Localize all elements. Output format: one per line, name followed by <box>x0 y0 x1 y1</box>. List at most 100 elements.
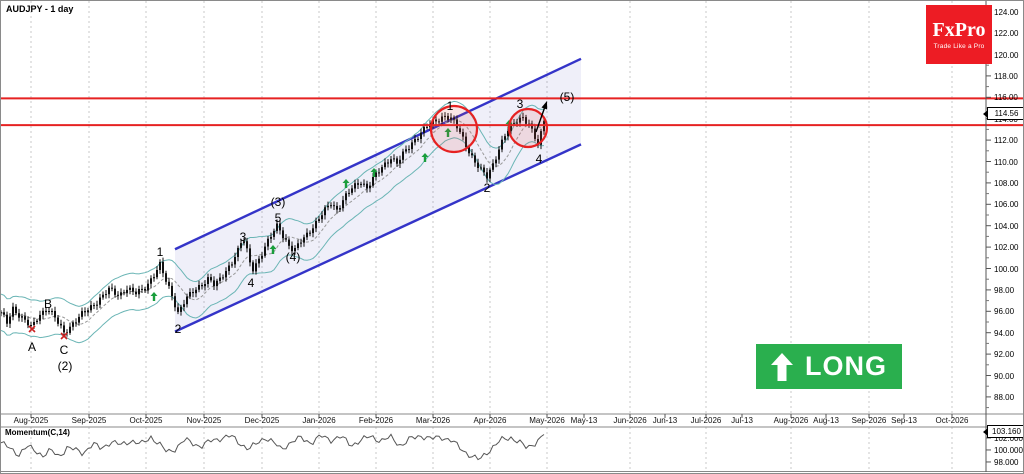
candlestick-bar <box>438 118 440 125</box>
candlestick-bar <box>255 259 257 275</box>
candlestick-bar <box>99 293 101 309</box>
candlestick-bar <box>87 307 89 317</box>
candlestick-bar <box>60 319 62 329</box>
candlestick-bar <box>138 285 140 299</box>
candlestick-bar <box>411 139 413 154</box>
wave-label: 2 <box>483 181 491 195</box>
candlestick-bar <box>243 237 245 246</box>
wave-label: B <box>43 297 53 311</box>
time-axis-label: May-2026 <box>529 416 565 425</box>
buy-arrow-icon <box>444 128 452 137</box>
wave-label: C <box>59 343 69 357</box>
candlestick-bar <box>414 134 416 146</box>
sell-cross-icon <box>60 332 68 340</box>
candlestick-bar <box>231 261 233 268</box>
wave-label: (3) <box>270 195 286 209</box>
momentum-current-value-tag: 103.160 <box>983 425 1023 438</box>
candlestick-bar <box>249 244 251 267</box>
candlestick-bar <box>117 291 119 300</box>
candlestick-bar <box>492 159 494 172</box>
time-axis-label: May-13 <box>570 416 598 425</box>
candlestick-bar <box>477 158 479 172</box>
candlestick-bar <box>420 128 422 144</box>
candlestick-bar <box>498 146 500 164</box>
candlestick-bar <box>399 155 401 168</box>
candlestick-bar <box>150 275 152 288</box>
candlestick-bar <box>195 287 197 298</box>
candlestick-bar <box>327 201 329 211</box>
candlestick-bar <box>207 273 209 288</box>
channel-lower-line <box>174 143 582 333</box>
price-axis-label: 112.00 <box>994 136 1018 146</box>
long-signal-label: LONG <box>805 351 887 381</box>
candlestick-bar <box>330 202 332 209</box>
candlestick-bar <box>111 283 113 292</box>
time-axis-label: Mar-2026 <box>415 416 451 425</box>
candlestick-bar <box>336 202 338 214</box>
candlestick-bar <box>345 191 347 205</box>
momentum-current-value: 103.160 <box>992 427 1021 436</box>
price-axis-label: 96.00 <box>994 307 1015 317</box>
wave-label: 2 <box>174 322 182 336</box>
candlestick-bar <box>102 291 104 300</box>
candlestick-bar <box>405 145 407 154</box>
candlestick-bar <box>321 211 323 223</box>
candlestick-bar <box>147 279 149 294</box>
fxpro-logo: FxPro Trade Like a Pro <box>926 5 992 64</box>
candlestick-bar <box>51 308 53 316</box>
candlestick-bar <box>120 288 122 300</box>
candlestick-bar <box>264 242 266 258</box>
candlestick-bar <box>6 311 8 327</box>
current-price-value: 114.56 <box>994 109 1019 118</box>
buy-arrow-icon <box>370 168 378 177</box>
candlestick-bar <box>300 238 302 248</box>
candlestick-bar <box>291 241 293 256</box>
candlestick-bar <box>12 302 14 321</box>
candlestick-bar <box>57 315 59 327</box>
candlestick-bar <box>540 128 542 150</box>
candlestick-bar <box>306 228 308 241</box>
candlestick-bar <box>408 145 410 154</box>
trend-channel-fill <box>175 58 581 332</box>
time-axis-label: Jul-2026 <box>690 416 722 425</box>
candlestick-bar <box>387 159 389 168</box>
candlestick-bar <box>240 239 242 252</box>
candlestick-bar <box>276 219 278 234</box>
price-axis-label: 100.00 <box>994 264 1019 274</box>
candlestick-bar <box>72 320 74 331</box>
candlestick-bar <box>285 234 287 242</box>
candlestick-bar <box>534 125 536 142</box>
candlestick-bar <box>39 310 41 325</box>
candlestick-bar <box>384 158 386 170</box>
wave-label: 1 <box>446 99 454 113</box>
candlestick-bar <box>315 217 317 233</box>
candlestick-bar <box>462 128 464 141</box>
wave-label: 1 <box>156 245 164 259</box>
candlestick-bar <box>318 215 320 223</box>
candlestick-bar <box>312 224 314 238</box>
candlestick-bar <box>273 228 275 240</box>
breakout-arrow-head <box>541 101 548 110</box>
candlestick-bar <box>216 278 218 291</box>
candlestick-bar <box>27 316 29 329</box>
time-axis-label: Jun-13 <box>652 416 678 425</box>
price-axis-label: 88.00 <box>994 392 1015 402</box>
time-axis-label: Jul-13 <box>731 416 753 425</box>
price-axis-label: 118.00 <box>994 71 1018 81</box>
candlestick-bar <box>471 149 473 159</box>
candlestick-bar <box>132 283 134 295</box>
candlestick-bar <box>222 274 224 281</box>
wave-label: 3 <box>239 230 247 244</box>
candlestick-bar <box>213 276 215 290</box>
price-axis-label: 110.00 <box>994 157 1018 167</box>
momentum-axis-label: 100.000 <box>994 445 1023 455</box>
candlestick-bar <box>3 308 5 318</box>
price-axis-label: 124.00 <box>994 7 1019 17</box>
time-axis-label: Jun-2026 <box>613 416 647 425</box>
candlestick-bar <box>165 270 167 285</box>
candlestick-bar <box>489 167 491 182</box>
candlestick-bar <box>324 205 326 220</box>
candlestick-bar <box>204 280 206 291</box>
